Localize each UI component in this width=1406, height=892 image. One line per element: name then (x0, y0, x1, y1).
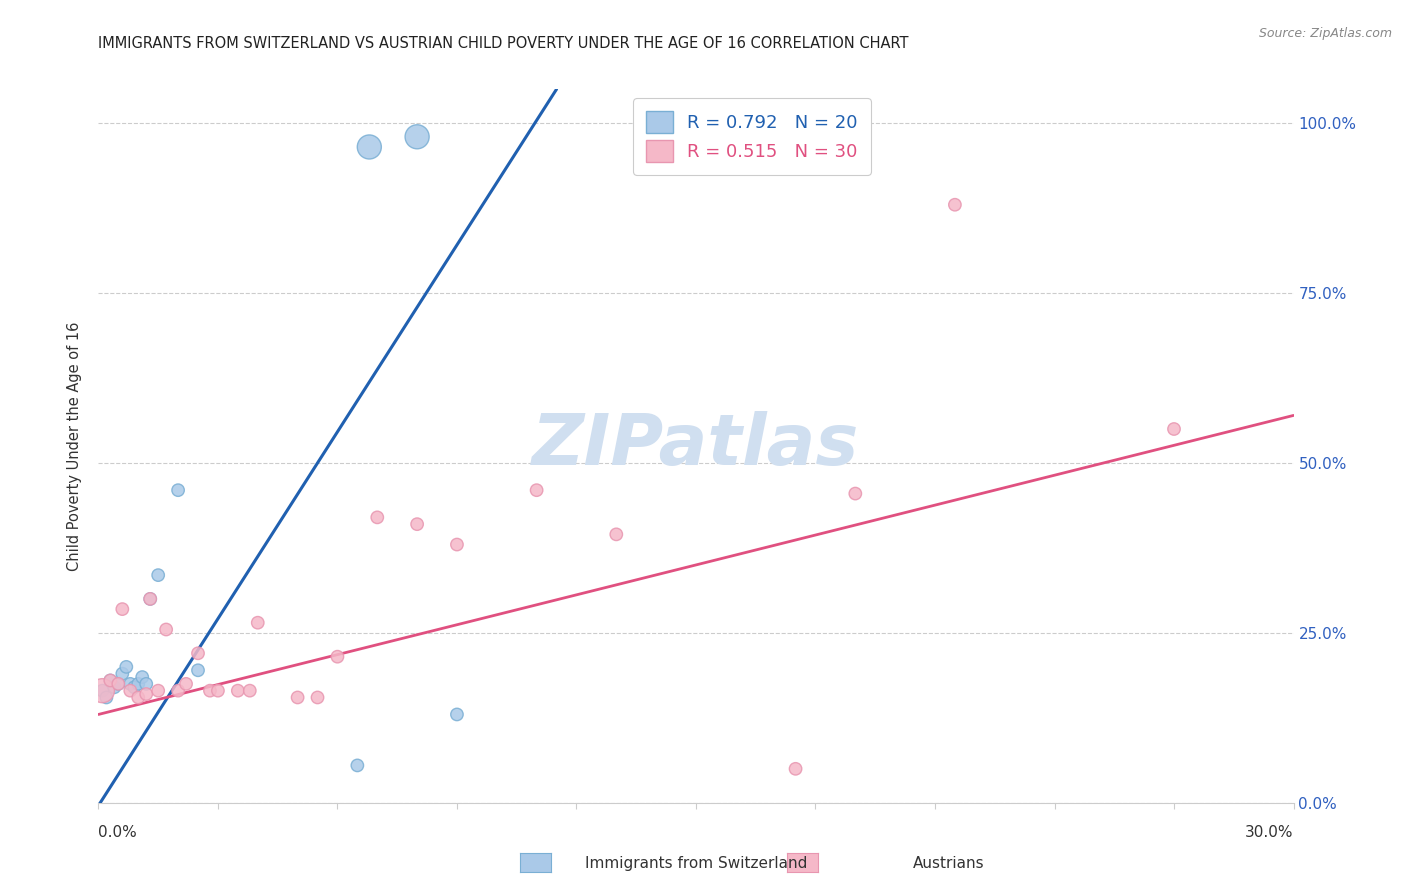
Point (207, 683, 229, 698)
Legend: R = 0.792   N = 20, R = 0.515   N = 30: R = 0.792 N = 20, R = 0.515 N = 30 (633, 98, 870, 175)
Text: Austrians: Austrians (914, 856, 984, 871)
Point (96, 690, 118, 705)
Point (287, 690, 309, 705)
Point (127, 677, 149, 691)
Text: 30.0%: 30.0% (1246, 825, 1294, 840)
Point (100, 673, 122, 688)
Point (359, 140, 381, 154)
Point (167, 683, 190, 698)
Point (111, 666, 134, 681)
Point (187, 646, 209, 660)
Point (155, 623, 177, 637)
Point (131, 670, 153, 684)
Point (91, 683, 114, 698)
Point (406, 129, 429, 144)
Point (187, 663, 209, 677)
Point (111, 602, 134, 616)
Point (139, 591, 162, 606)
Point (167, 483, 190, 498)
Point (785, 762, 807, 776)
Point (135, 687, 157, 701)
Point (1163, 422, 1185, 436)
Point (366, 510, 388, 524)
Text: Source: ZipAtlas.com: Source: ZipAtlas.com (1258, 27, 1392, 40)
Point (127, 690, 149, 705)
Point (307, 690, 329, 705)
Point (107, 677, 129, 691)
Point (526, 483, 548, 498)
Text: ZIPatlas: ZIPatlas (533, 411, 859, 481)
Point (239, 683, 262, 698)
Text: Immigrants from Switzerland: Immigrants from Switzerland (585, 856, 807, 871)
Point (844, 486, 866, 500)
Point (100, 673, 122, 688)
Point (174, 677, 197, 691)
Point (406, 517, 429, 532)
Point (446, 537, 468, 551)
Point (124, 680, 146, 694)
Point (139, 591, 162, 606)
Point (115, 660, 138, 674)
Point (135, 677, 157, 691)
Point (107, 677, 129, 691)
Point (148, 568, 170, 582)
Point (226, 683, 249, 698)
Y-axis label: Child Poverty Under the Age of 16: Child Poverty Under the Age of 16 (67, 321, 83, 571)
Point (943, 198, 966, 212)
Point (446, 707, 468, 722)
Point (91, 683, 114, 698)
Point (346, 758, 368, 772)
Point (120, 683, 142, 698)
Text: IMMIGRANTS FROM SWITZERLAND VS AUSTRIAN CHILD POVERTY UNDER THE AGE OF 16 CORREL: IMMIGRANTS FROM SWITZERLAND VS AUSTRIAN … (98, 36, 908, 51)
Point (246, 615, 269, 630)
Point (120, 677, 142, 691)
Point (148, 683, 170, 698)
Point (103, 680, 125, 694)
Point (326, 649, 349, 664)
Text: 0.0%: 0.0% (98, 825, 138, 840)
Point (198, 683, 221, 698)
Point (605, 527, 627, 541)
